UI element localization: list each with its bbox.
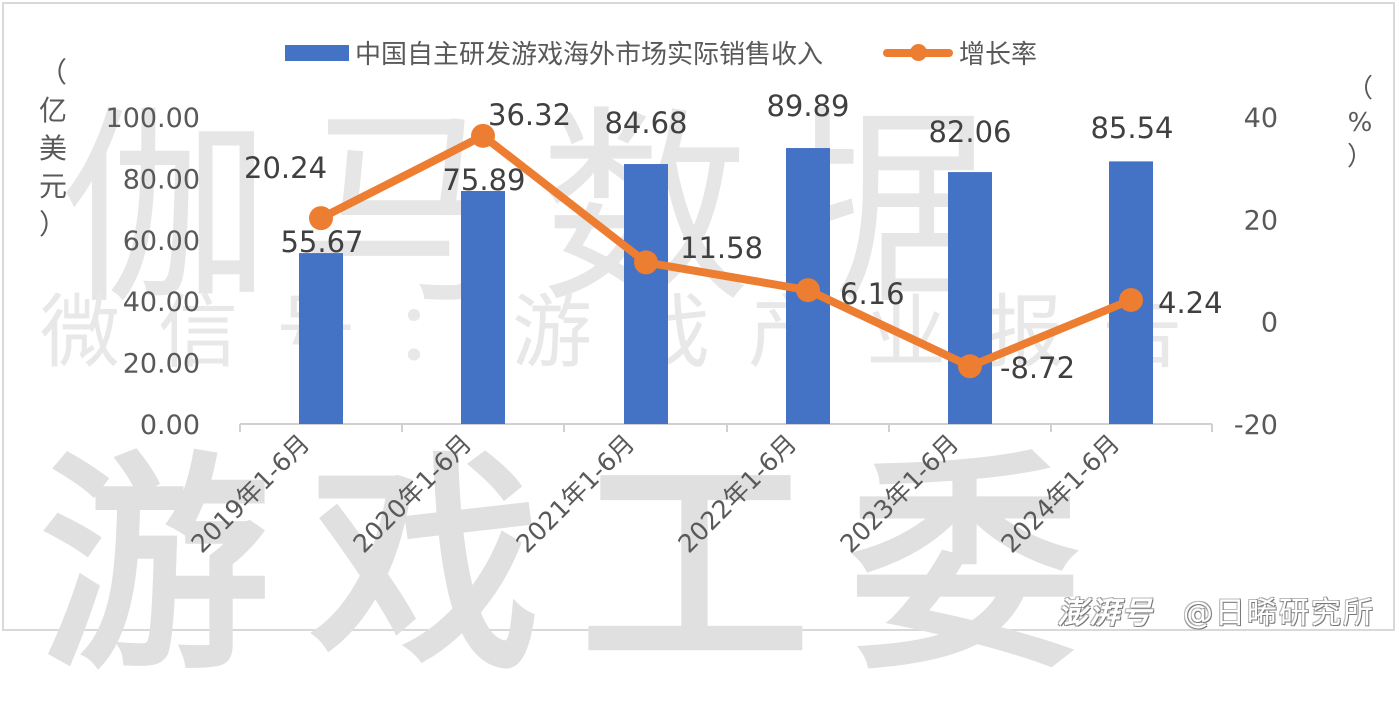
left-tick-label: 40.00: [123, 287, 200, 318]
growth-value-label: 20.24: [244, 151, 327, 185]
left-axis-ticks: 100.00 80.00 60.00 40.00 20.00 0.00: [106, 103, 200, 441]
growth-marker: [471, 123, 495, 148]
chart-frame: [2, 2, 1395, 631]
bar-value-label: 75.89: [442, 163, 525, 197]
line-series: [309, 123, 1143, 379]
unit-char: %: [1347, 108, 1373, 138]
right-axis-unit: （ % ）: [1345, 72, 1375, 174]
growth-line: [319, 131, 1133, 371]
bar: [461, 191, 505, 424]
data-labels: 55.67 75.89 84.68 89.89 82.06 85.54 20.24 36.32…: [244, 89, 1223, 385]
unit-char: ）: [1346, 142, 1373, 172]
left-tick-label: 60.00: [123, 226, 200, 257]
bar: [948, 172, 992, 424]
bar-value-label: 85.54: [1090, 111, 1173, 145]
footer-credit: 澎湃号 @日晞研究所: [1057, 588, 1375, 632]
bar-value-label: 84.68: [604, 106, 687, 140]
legend-line-swatch: [883, 43, 954, 61]
x-axis-label: 2023年1-6月: [835, 429, 965, 559]
growth-value-label: 36.32: [488, 98, 571, 132]
x-axis-label: 2024年1-6月: [996, 429, 1126, 559]
right-axis-ticks: 40 20 0 -20: [1234, 103, 1278, 441]
footer-account: @日晞研究所: [1183, 596, 1375, 631]
growth-marker: [309, 206, 333, 231]
right-tick-label: -20: [1234, 410, 1278, 441]
bar: [624, 164, 668, 424]
left-tick-label: 20.00: [123, 349, 200, 380]
footer-brand: 澎湃号: [1057, 596, 1154, 631]
growth-value-label: 11.58: [680, 231, 763, 265]
bar-value-label: 82.06: [928, 115, 1011, 149]
left-tick-label: 0.00: [140, 410, 200, 441]
unit-char: （: [1346, 74, 1373, 104]
x-axis-ticks: [239, 424, 1213, 432]
x-axis-label: 2022年1-6月: [673, 429, 803, 559]
watermark-top: 伽马数据: [60, 88, 1021, 333]
bar-value-label: 89.89: [766, 89, 849, 123]
growth-value-label: 6.16: [840, 277, 905, 311]
bar-value-label: 55.67: [280, 225, 363, 259]
legend-bar-swatch: [285, 44, 349, 61]
growth-value-label: -8.72: [1000, 351, 1075, 385]
legend-line-label: 增长率: [959, 40, 1038, 70]
growth-marker: [958, 354, 982, 379]
left-tick-label: 80.00: [123, 164, 200, 195]
x-axis-label: 2021年1-6月: [511, 429, 641, 559]
right-tick-label: 0: [1261, 308, 1278, 339]
growth-value-label: 4.24: [1158, 286, 1223, 320]
left-tick-label: 100.00: [106, 103, 200, 134]
growth-marker: [796, 278, 820, 303]
unit-char: 美: [38, 132, 67, 165]
bar: [299, 253, 343, 424]
unit-char: 亿: [38, 94, 67, 127]
right-tick-label: 40: [1244, 103, 1278, 134]
right-tick-label: 20: [1244, 205, 1278, 236]
legend-bar-label: 中国自主研发游戏海外市场实际销售收入: [355, 40, 824, 70]
x-axis-label: 2020年1-6月: [348, 429, 478, 559]
unit-char: ）: [38, 208, 67, 241]
growth-marker: [634, 250, 658, 275]
unit-char: （: [38, 56, 67, 89]
x-axis-labels: 2019年1-6月 2020年1-6月 2021年1-6月 2022年1-6月 2023…: [186, 429, 1126, 559]
left-axis-unit: （ 亿 美 元 ）: [38, 54, 68, 244]
unit-char: 元: [38, 170, 67, 203]
legend: 中国自主研发游戏海外市场实际销售收入 增长率: [285, 34, 1037, 71]
x-axis-label: 2019年1-6月: [186, 429, 316, 559]
growth-marker: [1119, 287, 1143, 312]
